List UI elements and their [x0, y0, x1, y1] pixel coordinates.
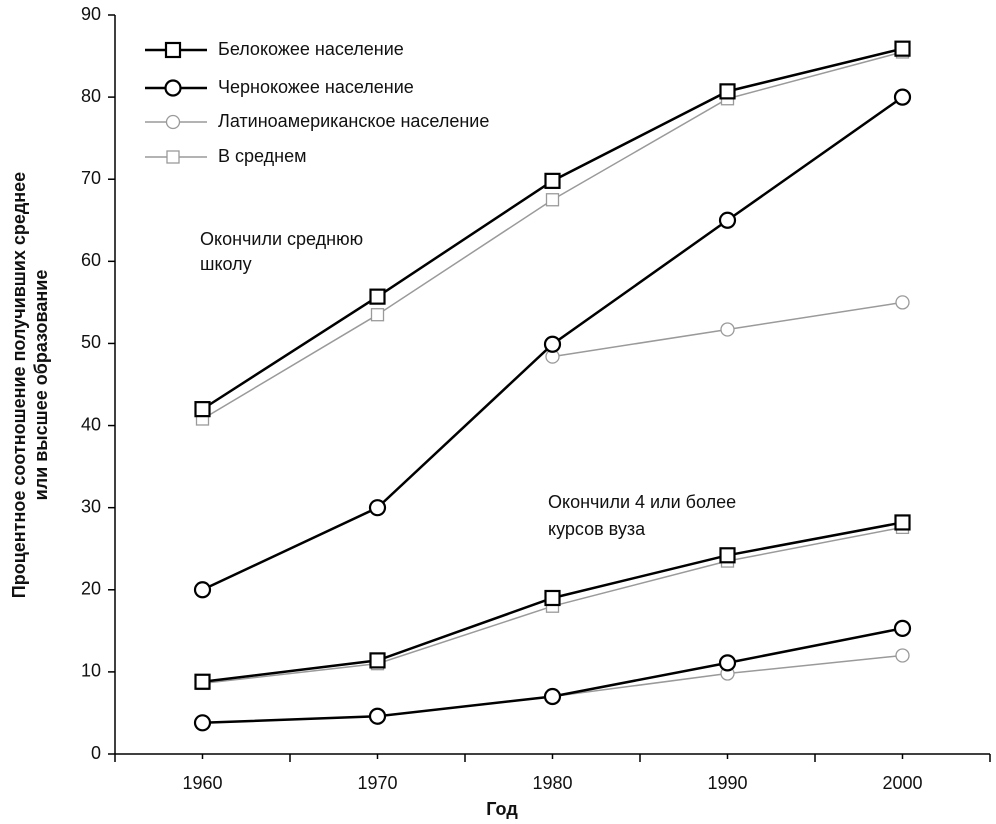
y-tick-label: 40 — [81, 414, 101, 434]
data-point — [544, 172, 561, 189]
data-point — [543, 687, 562, 706]
data-point — [369, 288, 386, 305]
legend-marker — [164, 79, 182, 97]
data-point — [718, 654, 737, 672]
data-point — [545, 193, 560, 207]
legend-marker — [165, 114, 181, 130]
data-point — [718, 211, 737, 229]
y-tick-label: 90 — [81, 4, 101, 24]
y-tick-label: 80 — [81, 86, 101, 106]
x-tick-label: 2000 — [882, 773, 922, 793]
data-point — [719, 83, 736, 100]
x-tick-label: 1960 — [182, 773, 222, 793]
annotation: школу — [200, 254, 252, 274]
data-point — [194, 673, 211, 690]
data-point — [368, 499, 387, 517]
y-axis-label: Процентное соотношение получивших средне… — [9, 172, 29, 598]
x-tick-label: 1980 — [532, 773, 572, 793]
data-point — [895, 648, 910, 663]
data-point — [370, 308, 385, 322]
x-tick-label: 1990 — [707, 773, 747, 793]
data-point — [194, 401, 211, 418]
data-point — [719, 547, 736, 564]
annotation: курсов вуза — [548, 519, 646, 539]
data-point — [544, 589, 561, 607]
data-point — [720, 322, 735, 337]
data-point — [543, 335, 562, 353]
y-tick-label: 0 — [91, 743, 101, 763]
y-tick-label: 50 — [81, 332, 101, 352]
y-tick-label: 70 — [81, 168, 101, 188]
data-point — [368, 707, 387, 725]
data-point — [369, 652, 386, 669]
data-point — [895, 295, 910, 310]
data-point — [893, 619, 912, 637]
annotation: Окончили среднюю — [200, 229, 363, 249]
y-axis-label: или высшее образование — [31, 270, 51, 501]
data-point — [193, 714, 212, 732]
data-point — [893, 88, 912, 106]
legend-marker — [164, 41, 182, 59]
x-tick-label: 1970 — [357, 773, 397, 793]
data-point — [894, 514, 911, 531]
legend-label: В среднем — [218, 146, 306, 166]
data-point — [193, 581, 212, 599]
legend-label: Белокожее население — [218, 39, 404, 59]
x-axis-label: Год — [486, 799, 518, 819]
legend-marker — [166, 150, 180, 164]
y-tick-label: 10 — [81, 661, 101, 681]
series-line — [202, 627, 903, 725]
legend-label: Латиноамериканское население — [218, 111, 489, 131]
y-tick-label: 20 — [81, 579, 101, 599]
legend-label: Чернокожее население — [218, 77, 414, 97]
y-tick-label: 60 — [81, 250, 101, 270]
annotation: Окончили 4 или более — [548, 492, 736, 512]
y-tick-label: 30 — [81, 496, 101, 516]
data-point — [894, 40, 911, 57]
